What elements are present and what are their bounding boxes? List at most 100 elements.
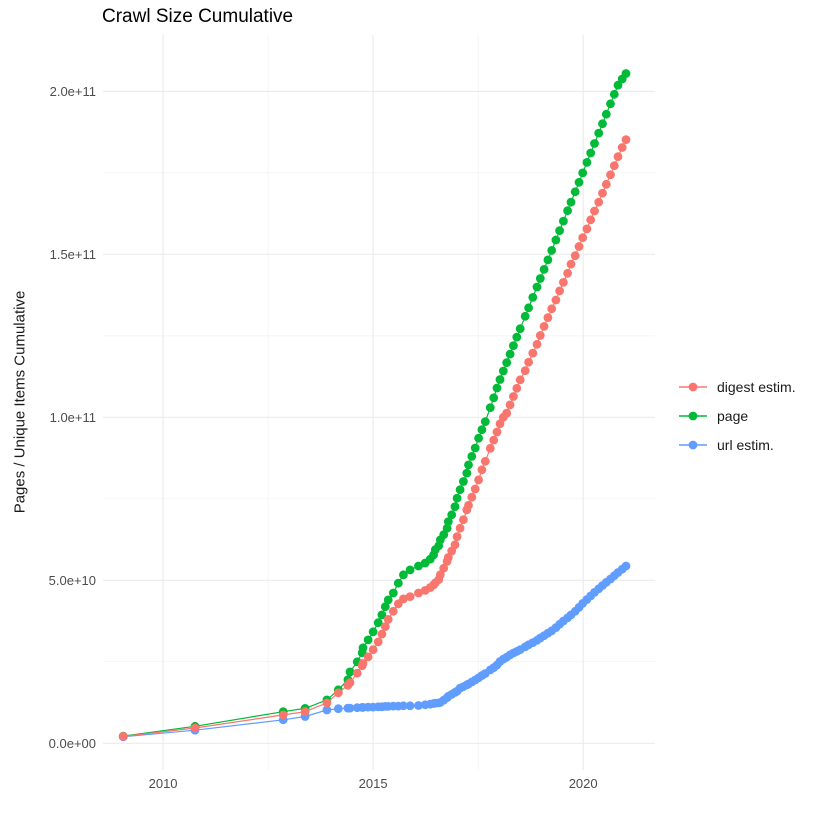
point-digest-estim [590, 206, 599, 216]
point-digest-estim [524, 357, 533, 367]
y-tick-label: 1.5e+11 [50, 247, 96, 262]
point-digest-estim [539, 322, 549, 331]
point-page [470, 443, 480, 453]
point-page [532, 282, 542, 292]
point-page [570, 187, 580, 197]
point-page [388, 588, 398, 598]
legend-label: url estim. [717, 436, 774, 453]
x-tick-label: 2010 [149, 776, 178, 791]
point-page [601, 109, 611, 119]
legend-key-icon [679, 440, 707, 449]
point-digest-estim [470, 484, 480, 494]
legend: digest estim. page url estim. [678, 377, 796, 454]
point-page [399, 570, 408, 580]
point-digest-estim [492, 427, 502, 437]
series-url-estim [118, 561, 631, 742]
point-digest-estim [405, 592, 415, 601]
point-page [480, 417, 490, 426]
point-page [606, 99, 615, 109]
point-page [495, 375, 505, 384]
point-digest-estim [414, 588, 423, 598]
legend-key-icon [679, 382, 707, 391]
legend-item-page: page [678, 406, 796, 425]
legend-key-icon [679, 411, 707, 420]
point-digest-estim [388, 606, 398, 616]
point-digest-estim [383, 615, 393, 624]
point-digest-estim [613, 152, 623, 162]
point-url-estim [322, 705, 332, 715]
point-url-estim [333, 704, 343, 714]
point-digest-estim [547, 304, 557, 314]
point-page [455, 485, 465, 495]
point-page [551, 235, 561, 245]
point-page [380, 602, 390, 612]
point-page [345, 667, 355, 677]
point-digest-estim [118, 732, 128, 741]
point-digest-estim [452, 532, 462, 541]
point-page [358, 643, 368, 653]
point-digest-estim [480, 456, 490, 466]
point-page [498, 366, 508, 376]
point-page [462, 468, 472, 478]
point-page [574, 177, 584, 187]
chart-title: Crawl Size Cumulative [102, 6, 294, 27]
point-page [505, 349, 515, 359]
point-digest-estim [358, 659, 368, 668]
point-page [528, 293, 538, 302]
point-digest-estim [363, 652, 373, 662]
point-page [535, 274, 545, 283]
point-digest-estim [368, 645, 378, 655]
point-page [509, 341, 518, 350]
point-digest-estim [278, 710, 288, 720]
point-digest-estim [566, 259, 576, 269]
point-page [377, 610, 387, 620]
point-page [447, 510, 457, 520]
legend-label: page [717, 407, 749, 424]
point-digest-estim [464, 500, 473, 510]
point-digest-estim [377, 629, 387, 639]
point-page [393, 578, 403, 588]
point-page [443, 517, 453, 526]
point-digest-estim [459, 515, 468, 525]
series-digest-estim [118, 135, 631, 741]
point-page [613, 80, 623, 90]
point-page [547, 246, 557, 255]
point-digest-estim [515, 375, 525, 385]
point-page [502, 358, 512, 367]
point-digest-estim [373, 637, 383, 647]
point-url-estim [414, 701, 423, 710]
point-digest-estim [322, 698, 332, 708]
point-page [474, 433, 483, 443]
point-page [512, 332, 522, 342]
point-digest-estim [485, 443, 495, 453]
point-digest-estim [380, 622, 390, 631]
point-digest-estim [352, 668, 362, 678]
point-digest-estim [435, 570, 445, 580]
point-digest-estim [570, 251, 580, 261]
point-page [582, 158, 592, 167]
point-digest-estim [190, 723, 200, 733]
point-digest-estim [559, 278, 568, 287]
point-page [368, 627, 378, 637]
legend-label: digest estim. [717, 378, 796, 395]
point-url-estim [345, 703, 355, 713]
point-digest-estim [467, 492, 477, 502]
point-page [559, 216, 568, 226]
point-digest-estim [598, 188, 607, 198]
point-digest-estim [489, 435, 499, 445]
point-digest-estim [617, 143, 627, 152]
point-page [555, 226, 564, 236]
point-digest-estim [543, 313, 553, 322]
point-page [485, 403, 495, 412]
series-page [118, 69, 631, 741]
point-page [492, 383, 502, 393]
x-tick-label: 2020 [569, 776, 598, 791]
point-page [578, 168, 588, 178]
point-page [520, 311, 530, 321]
point-digest-estim [601, 179, 611, 189]
point-digest-estim [532, 339, 542, 349]
point-digest-estim [300, 707, 310, 717]
point-digest-estim [477, 465, 487, 475]
point-digest-estim [439, 563, 449, 573]
